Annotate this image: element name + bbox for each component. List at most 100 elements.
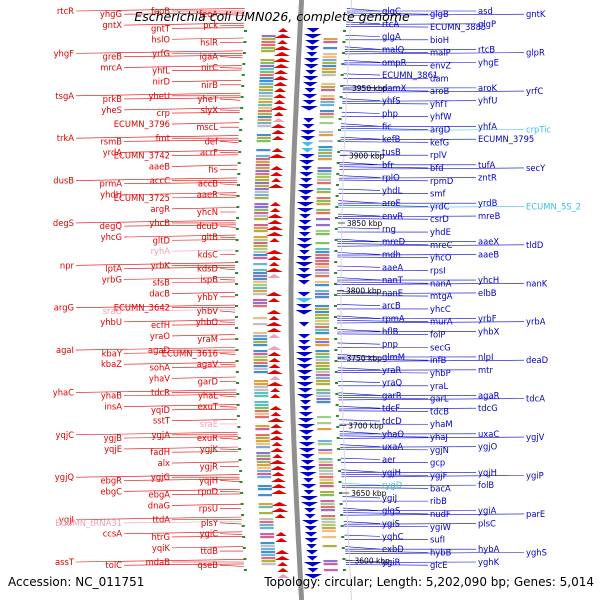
category-block [318,140,333,143]
forward-gene-label: def [205,136,219,146]
reverse-gene-label: deaD [526,355,548,365]
category-block [315,257,330,260]
label-connector [345,552,525,555]
category-block [323,560,338,563]
label-connector [338,398,525,401]
category-block [316,398,331,401]
reverse-gene-label: nanA [430,278,452,288]
kbp-tick-label: 3700 kbp [348,422,384,431]
category-block [320,101,335,104]
minor-tick [335,404,339,406]
outer-ring-arc [340,0,353,600]
forward-gene-label: gltB [201,232,218,242]
reverse-gene-arrow [303,64,319,69]
label-connector [345,561,477,563]
label-connector [345,35,381,37]
reverse-gene-label: yhfW [430,112,452,122]
category-block [323,38,338,41]
forward-gene-arrow [273,52,290,56]
reverse-gene-arrow [298,418,314,423]
category-block [253,227,268,230]
category-block [320,506,335,509]
label-connector [75,177,238,181]
category-block [261,551,275,554]
reverse-gene-arrow [300,460,315,465]
forward-gene-label: nirD [152,77,170,87]
reverse-gene-label: yhbP [430,368,451,378]
forward-gene-label: rtcR [57,6,74,16]
minor-tick [334,283,337,285]
forward-gene-arrow [274,556,290,560]
reverse-gene-label: tdcG [478,403,498,413]
forward-gene-arrow [267,346,282,350]
forward-gene-label: feoA [199,9,218,19]
label-connector [345,550,429,553]
kbp-tick-label: 3650 kbp [351,489,387,498]
label-connector [338,397,429,399]
minor-tick [235,261,239,263]
reverse-gene-arrow [296,202,315,207]
forward-gene-arrow [268,358,281,362]
category-block [259,71,274,74]
category-block [316,212,331,215]
reverse-gene-label: mdh [382,249,401,259]
forward-gene-arrow [265,250,284,254]
forward-gene-label: ygjG [151,472,170,482]
minor-tick [334,316,337,318]
label-connector [171,249,236,252]
label-connector [341,469,381,473]
label-connector [219,522,242,525]
forward-strand-labels: rtcR yhgG feoB feoA gntX gntT pck hslO hslR yhgF g… [53,6,219,570]
reverse-gene-arrow [301,142,314,147]
label-connector [123,55,243,57]
reverse-gene-arrow [302,100,317,105]
category-block [261,560,276,563]
category-block [254,191,269,194]
label-connector [337,320,429,323]
reverse-gene-label: rng [382,224,396,234]
reverse-gene-label: yhfT [430,99,449,109]
label-connector [338,407,477,410]
reverse-gene-label: ygiA [478,506,497,516]
forward-gene-label: insA [104,402,122,412]
forward-gene-arrow [269,436,284,440]
forward-gene-label: yqjE [104,444,122,454]
forward-gene-arrow [270,430,283,434]
label-connector [339,167,525,170]
label-connector [342,102,429,105]
minor-tick [334,371,338,373]
category-block [322,68,336,71]
category-block [254,203,269,206]
reverse-gene-arrow [296,208,314,213]
forward-gene-label: ECUMN_3796 [114,119,170,129]
category-block [253,272,268,275]
forward-gene-label: tolC [105,560,122,570]
minor-tick [338,129,342,131]
reverse-gene-arrow [303,118,314,123]
category-block [254,206,269,209]
forward-gene-label: ECUMN_3742 [114,150,170,160]
minor-tick [339,503,343,505]
minor-tick [235,338,239,340]
category-block [256,149,271,152]
forward-gene-label: dacB [149,289,170,299]
category-block [253,287,267,290]
category-block [318,449,333,452]
category-block [318,464,333,467]
reverse-gene-label: ECUMN_3885 [430,22,486,32]
reverse-gene-arrow [296,382,314,387]
category-block [321,83,336,86]
minor-tick [235,283,238,285]
category-block [320,500,335,503]
label-connector [75,516,242,520]
label-connector [123,521,242,524]
reverse-gene-arrow [296,238,313,243]
reverse-gene-arrow [295,298,313,303]
label-connector [171,324,236,326]
forward-gene-arrow [272,58,291,62]
reverse-gene-label: kefG [430,137,449,147]
minor-tick [236,206,240,208]
minor-tick [336,426,340,428]
label-connector [219,236,236,238]
forward-gene-arrow [269,238,280,242]
